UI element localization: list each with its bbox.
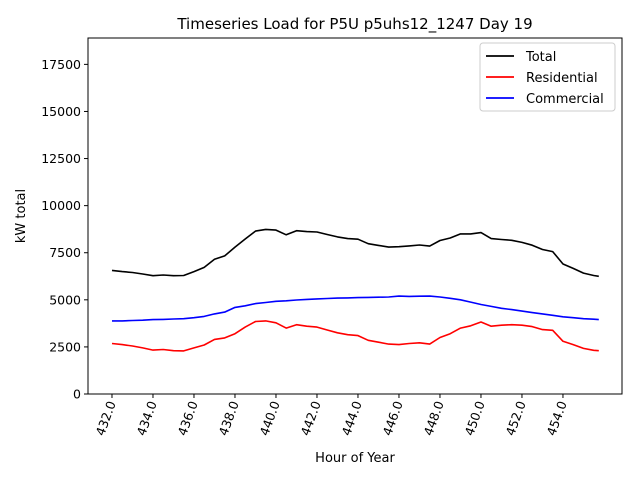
series-line-residential <box>111 320 599 352</box>
x-tick-label: 436.0 <box>174 399 200 438</box>
y-tick-label: 15000 <box>41 104 81 119</box>
y-tick-label: 7500 <box>49 245 81 260</box>
axes-frame <box>87 37 623 395</box>
y-tick-label: 5000 <box>49 292 81 307</box>
y-axis: 0 2500 5000 7500 10000 12500 15000 17500 <box>41 57 88 402</box>
x-tick-label: 454.0 <box>543 399 569 438</box>
x-tick-label: 432.0 <box>92 399 118 438</box>
y-tick-label: 2500 <box>49 339 81 354</box>
x-tick-label: 452.0 <box>502 399 528 438</box>
x-tick-label: 446.0 <box>379 399 405 438</box>
x-tick-label: 448.0 <box>420 399 446 438</box>
y-tick-label: 17500 <box>41 57 81 72</box>
x-tick-label: 450.0 <box>461 399 487 438</box>
y-tick-label: 0 <box>73 387 81 402</box>
legend-label-total: Total <box>525 50 556 65</box>
x-axis-label: Hour of Year <box>315 451 395 466</box>
legend-label-commercial: Commercial <box>526 92 604 107</box>
y-tick-label: 10000 <box>41 198 81 213</box>
series-line-total <box>111 228 599 278</box>
plot-area <box>111 228 599 352</box>
y-tick-label: 12500 <box>41 151 81 166</box>
x-tick-label: 438.0 <box>215 399 241 438</box>
x-axis: 432.0 434.0 436.0 438.0 440.0 442.0 444.0 446.0… <box>92 394 570 438</box>
x-tick-label: 442.0 <box>297 399 323 438</box>
chart-title: Timeseries Load for P5U p5uhs12_1247 Day… <box>176 15 532 34</box>
x-tick-label: 440.0 <box>256 399 282 438</box>
x-tick-label: 444.0 <box>338 399 364 438</box>
legend-label-residential: Residential <box>526 71 598 86</box>
series-line-commercial <box>112 295 599 322</box>
x-tick-label: 434.0 <box>133 399 159 438</box>
legend: Total Residential Commercial <box>479 42 616 112</box>
y-axis-label: kW total <box>14 189 29 243</box>
